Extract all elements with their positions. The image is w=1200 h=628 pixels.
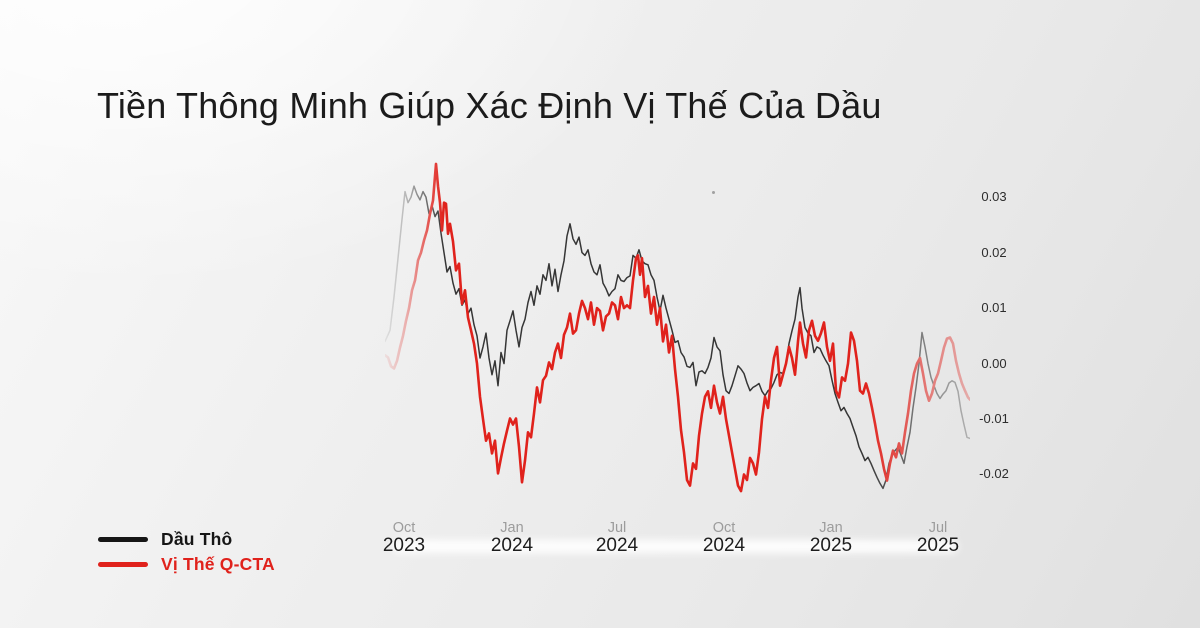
dust-speck (712, 191, 715, 194)
y-tick-label: -0.01 (979, 411, 1009, 427)
x-tick-year: 2025 (809, 535, 853, 556)
y-tick-label: 0.03 (981, 189, 1007, 205)
y-tick-label: 0.00 (981, 355, 1007, 371)
x-tick-month: Jan (819, 520, 843, 536)
chart-svg (385, 162, 970, 493)
legend: Dầu Thô Vị Thế Q-CTA (98, 527, 275, 577)
y-tick-label: -0.02 (979, 466, 1009, 482)
x-tick-year: 2025 (916, 535, 960, 556)
x-tick-year: 2024 (490, 535, 534, 556)
legend-swatch (98, 562, 148, 567)
x-tick-month: Oct (712, 520, 736, 536)
series-group (385, 162, 970, 493)
legend-item: Vị Thế Q-CTA (98, 552, 275, 577)
series-line-1 (385, 162, 970, 493)
x-tick-label: Jul 2025 (893, 520, 983, 556)
x-tick-month: Oct (392, 520, 416, 536)
page-title: Tiền Thông Minh Giúp Xác Định Vị Thế Của… (97, 85, 882, 126)
x-axis-highlight-band (392, 540, 958, 553)
legend-swatch (98, 537, 148, 542)
x-tick-year: 2024 (702, 535, 746, 556)
y-tick-label: 0.01 (981, 300, 1007, 316)
x-tick-month: Jul (928, 520, 948, 536)
x-tick-month: Jan (500, 520, 524, 536)
x-tick-year: 2024 (595, 535, 639, 556)
x-tick-year: 2023 (382, 535, 426, 556)
series-line-0 (385, 185, 970, 490)
x-tick-label: Oct 2024 (679, 520, 769, 556)
legend-item: Dầu Thô (98, 527, 275, 552)
x-tick-label: Jul 2024 (572, 520, 662, 556)
legend-label: Vị Thế Q-CTA (161, 554, 275, 574)
x-tick-label: Jan 2025 (786, 520, 876, 556)
x-tick-month: Jul (607, 520, 627, 536)
legend-label: Dầu Thô (161, 529, 233, 549)
x-tick-label: Jan 2024 (467, 520, 557, 556)
y-tick-label: 0.02 (981, 244, 1007, 260)
x-tick-label: Oct 2023 (359, 520, 449, 556)
